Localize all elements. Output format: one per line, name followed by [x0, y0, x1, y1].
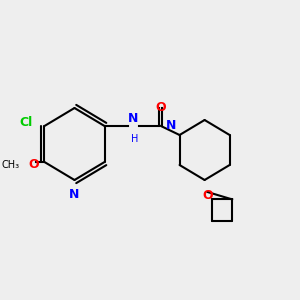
Text: N: N — [69, 188, 80, 200]
Text: Cl: Cl — [20, 116, 33, 130]
Text: O: O — [156, 101, 166, 114]
Text: O: O — [202, 189, 213, 202]
Text: N: N — [128, 112, 139, 124]
Text: N: N — [166, 119, 177, 132]
Text: H: H — [131, 134, 139, 143]
Text: CH₃: CH₃ — [2, 160, 20, 170]
Text: O: O — [28, 158, 39, 172]
